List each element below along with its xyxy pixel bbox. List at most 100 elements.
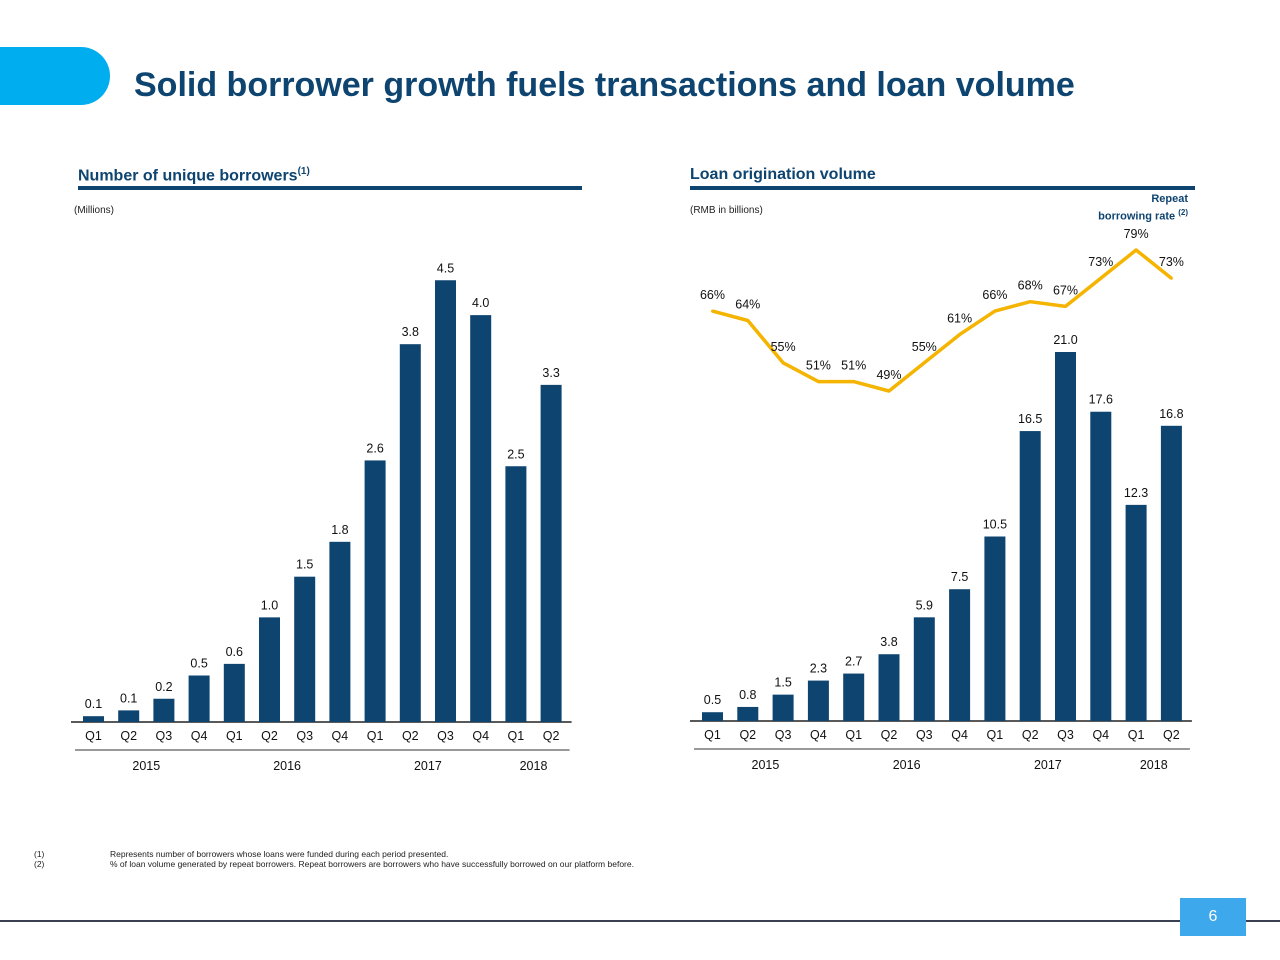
bar-value-label: 3.8 xyxy=(880,635,897,649)
footnotes: (1) Represents number of borrowers whose … xyxy=(34,849,634,869)
x-tick-label: Q1 xyxy=(1128,728,1145,742)
bar-value-label: 10.5 xyxy=(983,518,1007,532)
bar xyxy=(153,698,175,722)
bar xyxy=(737,706,759,721)
repeat-rate-point xyxy=(1099,276,1103,280)
bar xyxy=(83,716,104,722)
x-tick-label: Q2 xyxy=(739,728,756,742)
left-chart-title: Number of unique borrowers(1) xyxy=(78,166,310,185)
year-group-label: 2018 xyxy=(520,759,548,773)
repeat-rate-label: 64% xyxy=(735,298,760,312)
repeat-rate-label: 66% xyxy=(700,288,725,302)
page-title: Solid borrower growth fuels transactions… xyxy=(134,66,1075,104)
footnote-2-text: % of loan volume generated by repeat bor… xyxy=(110,859,634,869)
x-tick-label: Q1 xyxy=(226,729,243,743)
bar xyxy=(949,589,971,721)
x-tick-label: Q1 xyxy=(85,729,102,743)
repeat-rate-label: 79% xyxy=(1124,227,1149,241)
left-chart-footnote-ref: (1) xyxy=(297,166,310,177)
x-tick-label: Q4 xyxy=(332,729,349,743)
bar-value-label: 2.6 xyxy=(366,441,383,455)
bar-value-label: 12.3 xyxy=(1124,486,1148,500)
bar-value-label: 1.8 xyxy=(331,523,348,537)
x-tick-label: Q4 xyxy=(472,729,489,743)
bar-value-label: 5.9 xyxy=(916,598,933,612)
repeat-label-line1: Repeat xyxy=(1151,193,1188,205)
repeat-rate-point xyxy=(816,380,820,384)
repeat-rate-point xyxy=(993,309,997,313)
left-chart-unit: (Millions) xyxy=(74,205,114,216)
bar-value-label: 7.5 xyxy=(951,570,968,584)
x-tick-label: Q4 xyxy=(810,728,827,742)
bar-value-label: 2.7 xyxy=(845,655,862,669)
x-tick-label: Q2 xyxy=(120,729,137,743)
bar-value-label: 0.1 xyxy=(85,697,102,711)
bar-value-label: 21.0 xyxy=(1053,333,1077,347)
repeat-rate-point xyxy=(746,319,750,322)
repeat-footnote-ref: (2) xyxy=(1178,208,1188,217)
x-tick-label: Q3 xyxy=(916,728,933,742)
x-tick-label: Q3 xyxy=(1057,728,1074,742)
repeat-rate-point xyxy=(887,389,891,393)
bar xyxy=(702,712,723,721)
repeat-rate-label: 66% xyxy=(982,288,1007,302)
right-chart-unit: (RMB in billions) xyxy=(690,205,763,216)
footer-divider xyxy=(0,920,1280,922)
bar xyxy=(1019,431,1041,721)
x-tick-label: Q2 xyxy=(402,729,419,743)
repeat-rate-point xyxy=(852,380,856,384)
repeat-rate-label: 51% xyxy=(841,359,866,373)
bar-value-label: 1.5 xyxy=(296,558,313,572)
bar-value-label: 3.3 xyxy=(542,366,559,380)
repeat-rate-label: 61% xyxy=(947,312,972,326)
repeat-rate-label: 49% xyxy=(876,368,901,382)
year-group-label: 2017 xyxy=(1034,758,1062,772)
repeat-rate-label: 73% xyxy=(1159,255,1184,269)
x-tick-label: Q2 xyxy=(1163,728,1180,742)
bar xyxy=(188,675,210,722)
bar-value-label: 1.0 xyxy=(261,598,278,612)
x-tick-label: Q3 xyxy=(156,729,173,743)
repeat-rate-point xyxy=(1134,248,1138,252)
footnote-2: (2) % of loan volume generated by repeat … xyxy=(34,859,634,869)
bar-value-label: 0.5 xyxy=(190,657,207,671)
bar-value-label: 2.3 xyxy=(810,662,827,676)
footnote-1-text: Represents number of borrowers whose loa… xyxy=(110,849,449,859)
repeat-rate-label: 67% xyxy=(1053,283,1078,297)
bar xyxy=(399,344,421,722)
repeat-rate-point xyxy=(1064,304,1067,308)
left-chart-rule xyxy=(78,186,582,190)
bar-value-label: 2.5 xyxy=(507,447,524,461)
repeat-rate-line xyxy=(712,248,1173,393)
year-group-label: 2017 xyxy=(414,759,442,773)
repeat-rate-label: 55% xyxy=(771,340,796,354)
bar-value-label: 0.5 xyxy=(704,693,721,707)
bar-value-label: 0.6 xyxy=(226,645,243,659)
x-tick-label: Q1 xyxy=(704,728,721,742)
x-tick-label: Q3 xyxy=(296,729,313,743)
bar xyxy=(435,280,456,722)
right-chart-title: Loan origination volume xyxy=(690,166,876,183)
x-tick-label: Q4 xyxy=(1092,728,1109,742)
x-tick-label: Q1 xyxy=(508,729,525,743)
bar xyxy=(505,466,527,722)
bar-value-label: 17.6 xyxy=(1089,393,1113,407)
loan-volume-chart: 0.5 Q1 0.8 Q2 1.5 Q3 2.3 Q4 2.7 Q1 3.8 Q2 5.9 Q3 7.5 Q4… xyxy=(690,227,1192,772)
repeat-rate-point xyxy=(781,361,785,365)
repeat-rate-point xyxy=(922,361,926,365)
page-number: 6 xyxy=(1180,898,1246,936)
bar xyxy=(540,384,562,722)
bar xyxy=(843,673,865,721)
bar xyxy=(807,680,829,721)
bar xyxy=(1160,425,1182,721)
bar xyxy=(1125,504,1147,721)
x-tick-label: Q1 xyxy=(845,728,862,742)
borrowers-bar-chart: 0.1 Q1 0.1 Q2 0.2 Q3 0.5 Q4 0.6 Q1 1.0 Q2 1.5 Q3 1.8 Q4… xyxy=(71,261,572,773)
bar-value-label: 16.8 xyxy=(1159,407,1183,421)
bar-value-label: 16.5 xyxy=(1018,412,1042,426)
year-group-label: 2015 xyxy=(132,759,160,773)
bar-value-label: 0.1 xyxy=(120,691,137,705)
header-accent-tab xyxy=(0,47,110,105)
bar-value-label: 3.8 xyxy=(402,325,419,339)
year-group-label: 2016 xyxy=(273,759,301,773)
